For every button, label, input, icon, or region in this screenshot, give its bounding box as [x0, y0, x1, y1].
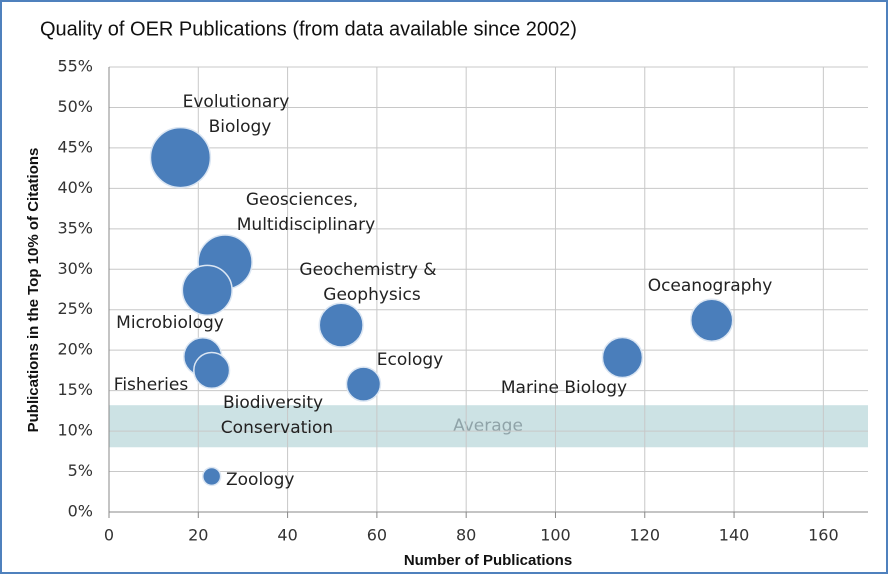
- bubble-label: Microbiology: [116, 313, 224, 333]
- y-tick-label: 35%: [57, 218, 93, 237]
- bubble-label: Multidisciplinary: [237, 215, 375, 235]
- bubble: [318, 302, 364, 348]
- bubble: [193, 351, 231, 390]
- x-tick-label: 40: [277, 526, 297, 545]
- x-axis-title: Number of Publications: [404, 552, 572, 569]
- y-tick-label: 5%: [68, 461, 93, 480]
- average-label: Average: [453, 416, 523, 436]
- y-tick-label: 15%: [57, 380, 93, 399]
- chart-title: Quality of OER Publications (from data a…: [40, 18, 577, 40]
- bubble: [149, 126, 212, 189]
- bubble-label: Conservation: [221, 418, 333, 438]
- y-tick-label: 25%: [57, 299, 93, 318]
- y-axis-title: Publications in the Top 10% of Citations: [25, 148, 42, 433]
- average-band: [109, 405, 868, 448]
- y-tick-label: 30%: [57, 259, 93, 278]
- x-tick-label: 80: [456, 526, 476, 545]
- x-tick-label: 60: [367, 526, 387, 545]
- x-tick-label: 0: [104, 526, 114, 545]
- bubble-label: Biology: [209, 117, 272, 137]
- bubble: [601, 336, 644, 379]
- y-tick-label: 55%: [57, 57, 93, 76]
- bubble: [690, 298, 734, 342]
- x-tick-label: 20: [188, 526, 208, 545]
- bubble-label: Oceanography: [648, 276, 773, 296]
- bubble-label: Marine Biology: [501, 378, 627, 398]
- y-tick-label: 45%: [57, 137, 93, 156]
- bubble-label: Evolutionary: [183, 92, 290, 112]
- bubble: [202, 466, 222, 487]
- x-tick-label: 100: [540, 526, 571, 545]
- x-tick-label: 160: [808, 526, 839, 545]
- x-tick-label: 120: [629, 526, 660, 545]
- bubble: [181, 264, 233, 316]
- bubble: [345, 366, 382, 402]
- bubble-label: Geochemistry &: [299, 260, 436, 280]
- y-tick-label: 40%: [57, 178, 93, 197]
- y-tick-label: 50%: [57, 97, 93, 116]
- bubble-label: Ecology: [377, 350, 443, 370]
- y-tick-label: 10%: [57, 421, 93, 440]
- bubble-label: Geophysics: [323, 285, 421, 305]
- y-tick-label: 0%: [68, 502, 93, 521]
- bubble-label: Biodiversity: [223, 393, 323, 413]
- x-tick-label: 140: [719, 526, 750, 545]
- y-tick-label: 20%: [57, 340, 93, 359]
- bubble-label: Zoology: [226, 470, 294, 490]
- bubble-label: Fisheries: [114, 375, 189, 395]
- bubble-label: Geosciences,: [246, 190, 358, 210]
